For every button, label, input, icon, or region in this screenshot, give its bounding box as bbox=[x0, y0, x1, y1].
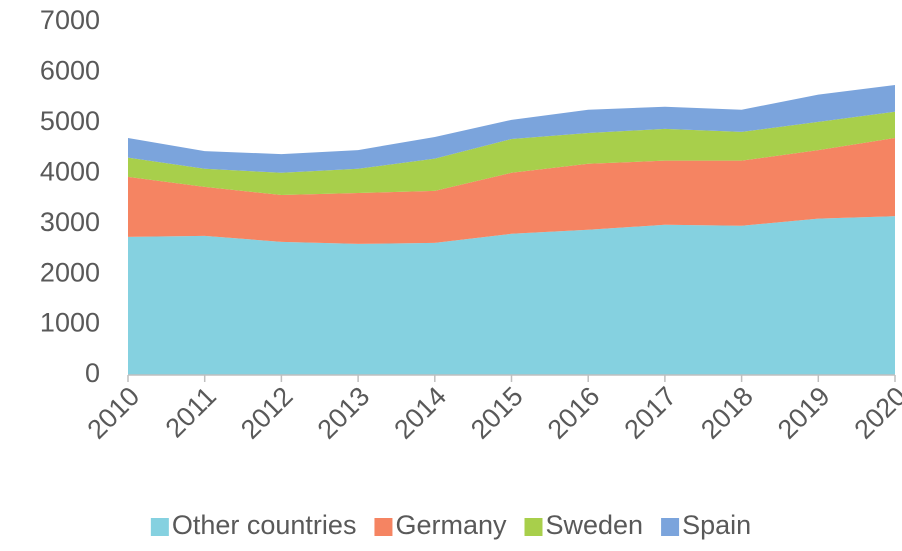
area bbox=[128, 216, 895, 375]
x-tick-label: 2016 bbox=[542, 381, 606, 445]
x-tick-label: 2018 bbox=[695, 381, 759, 445]
x-tick-label: 2014 bbox=[388, 381, 452, 445]
y-tick-label: 3000 bbox=[40, 207, 100, 237]
y-tick-label: 4000 bbox=[40, 156, 100, 186]
x-tick-label: 2012 bbox=[235, 381, 299, 445]
legend-label: Sweden bbox=[546, 510, 644, 540]
legend-swatch bbox=[661, 518, 680, 536]
x-tick-label: 2010 bbox=[82, 381, 146, 445]
legend: Other countries Germany Sweden Spain bbox=[150, 510, 751, 540]
y-tick-label: 7000 bbox=[40, 5, 100, 35]
area bbox=[128, 111, 895, 195]
legend-swatch bbox=[150, 518, 169, 536]
y-tick-label: 1000 bbox=[40, 308, 100, 338]
area bbox=[128, 85, 895, 173]
area bbox=[128, 137, 895, 244]
y-tick-label: 0 bbox=[85, 358, 100, 388]
x-tick-label: 2017 bbox=[618, 381, 682, 445]
x-tick-label: 2015 bbox=[465, 381, 529, 445]
legend-swatch bbox=[374, 518, 393, 536]
y-tick-label: 6000 bbox=[40, 56, 100, 86]
legend-label: Other countries bbox=[172, 510, 357, 540]
legend-swatch bbox=[524, 518, 543, 536]
x-tick-label: 2020 bbox=[849, 381, 902, 445]
x-tick-label: 2019 bbox=[772, 381, 836, 445]
y-tick-label: 5000 bbox=[40, 106, 100, 136]
y-tick-label: 2000 bbox=[40, 257, 100, 287]
legend-label: Germany bbox=[395, 510, 507, 540]
x-tick-label: 2011 bbox=[160, 381, 222, 443]
legend-label: Spain bbox=[682, 510, 751, 540]
x-tick-label: 2013 bbox=[312, 381, 376, 445]
